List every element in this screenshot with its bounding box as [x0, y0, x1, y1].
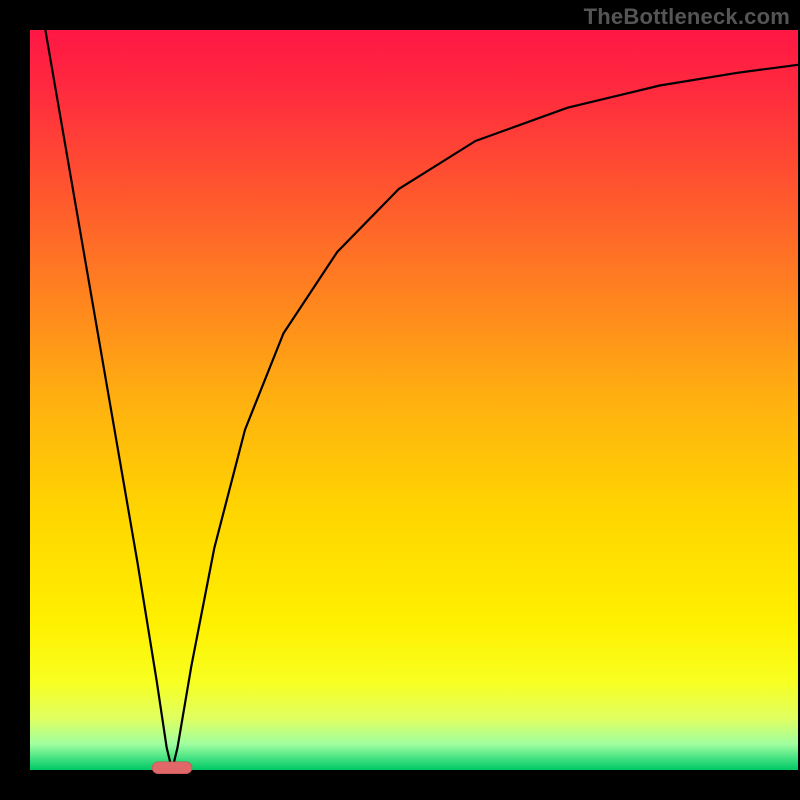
- watermark-label: TheBottleneck.com: [584, 4, 790, 30]
- optimum-marker: [152, 762, 192, 774]
- heat-gradient-area: [30, 30, 798, 770]
- chart-container: TheBottleneck.com: [0, 0, 800, 800]
- bottleneck-chart: [0, 0, 800, 800]
